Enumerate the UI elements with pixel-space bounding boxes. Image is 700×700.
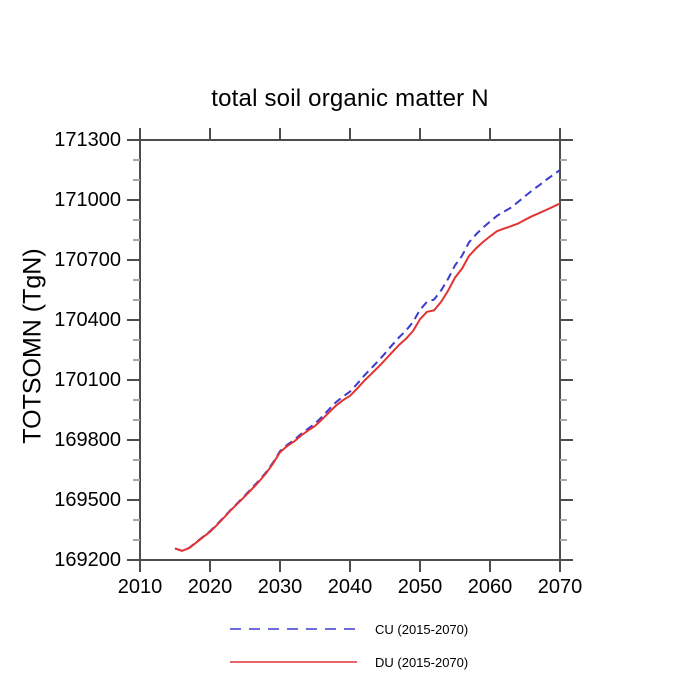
y-tick-label-170100: 170100: [54, 369, 121, 391]
x-tick-label-2020: 2020: [187, 576, 233, 598]
x-tick-label-2030: 2030: [257, 576, 303, 598]
series-line-cu: [174, 169, 561, 552]
cu-dashed-line-sample: [230, 628, 357, 630]
y-tick-label-171000: 171000: [54, 189, 121, 211]
legend-label-cu: CU (2015-2070): [375, 621, 469, 637]
x-tick-label-2040: 2040: [327, 576, 373, 598]
y-tick-label-169800: 169800: [54, 429, 121, 451]
legend-label-du: DU (2015-2070): [375, 654, 469, 670]
x-tick-label-2050: 2050: [397, 576, 443, 598]
x-tick-label-2060: 2060: [467, 576, 513, 598]
plot-border: [139, 139, 561, 561]
y-tick-label-170700: 170700: [54, 249, 121, 271]
x-tick-label-2010: 2010: [117, 576, 163, 598]
y-tick-label-169500: 169500: [54, 489, 121, 511]
y-tick-label-170400: 170400: [54, 309, 121, 331]
du-solid-line-sample: [230, 661, 357, 663]
legend-item-du: DU (2015-2070): [230, 654, 469, 670]
legend-item-cu: CU (2015-2070): [230, 621, 469, 637]
y-tick-label-169200: 169200: [54, 549, 121, 571]
x-tick-label-2070: 2070: [537, 576, 583, 598]
y-tick-label-171300: 171300: [54, 129, 121, 151]
series-line-du: [174, 202, 561, 552]
chart-title: total soil organic matter N: [211, 85, 489, 112]
